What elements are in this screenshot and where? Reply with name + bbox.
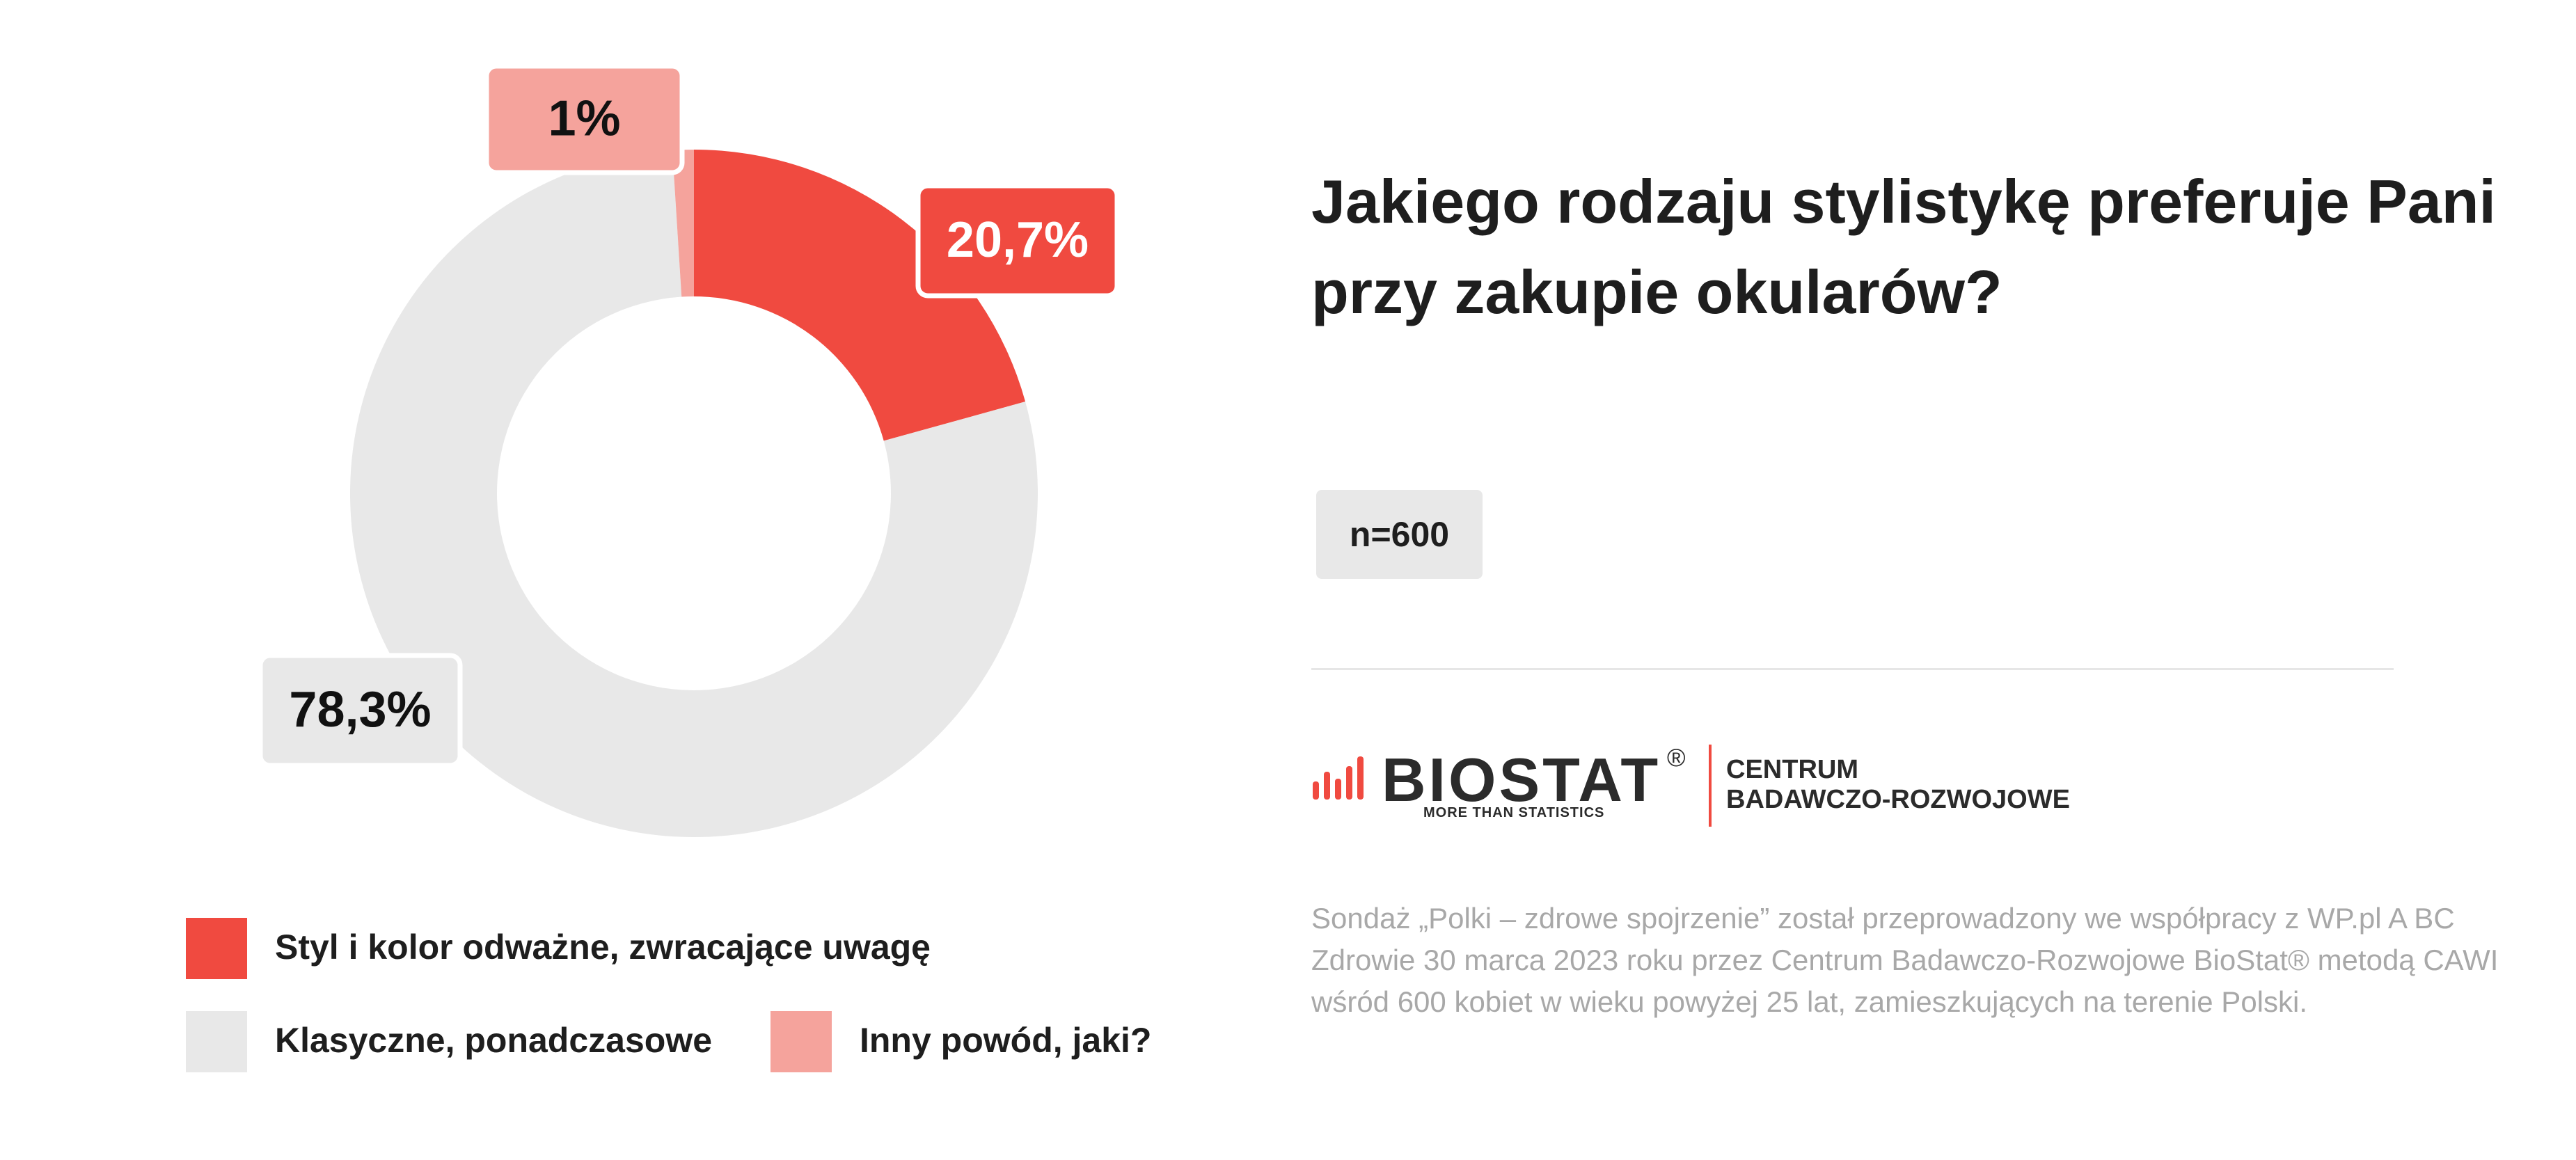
donut-slice (694, 150, 1026, 441)
value-label: 20,7% (947, 212, 1089, 268)
divider (1311, 668, 2394, 670)
logo-unit: CENTRUM (1726, 755, 1858, 784)
legend-swatch (186, 1011, 247, 1072)
logo-icon-bars (1313, 756, 1364, 800)
logo-mark: ® (1667, 743, 1686, 772)
value-label-box (258, 653, 463, 768)
value-label-box (484, 63, 685, 175)
logo-separator (1709, 745, 1712, 827)
chart-title: Jakiego rodzaju stylistykę preferuje Pan… (1311, 167, 2496, 326)
legend-label: Styl i kolor odważne, zwracające uwagę (275, 928, 931, 967)
donut-slice (672, 150, 694, 297)
sample-size: n=600 (1316, 490, 1483, 579)
legend-label: Klasyczne, ponadczasowe (275, 1021, 712, 1060)
footnote: Sondaż „Polki – zdrowe spojrzenie” zosta… (1311, 902, 2499, 1018)
value-label-box (915, 183, 1120, 299)
donut-slice (350, 150, 1038, 837)
legend-swatch (771, 1011, 832, 1072)
legend-swatch (186, 918, 247, 979)
logo-name: BIOSTAT (1382, 745, 1661, 814)
logo-unit: BADAWCZO-ROZWOJOWE (1726, 785, 2070, 814)
logo-icon (1311, 755, 1367, 804)
value-label: 1% (548, 91, 620, 147)
value-label: 78,3% (289, 682, 431, 738)
logo-tagline: MORE THAN STATISTICS (1423, 805, 1605, 820)
legend-label: Inny powód, jaki? (860, 1021, 1151, 1060)
